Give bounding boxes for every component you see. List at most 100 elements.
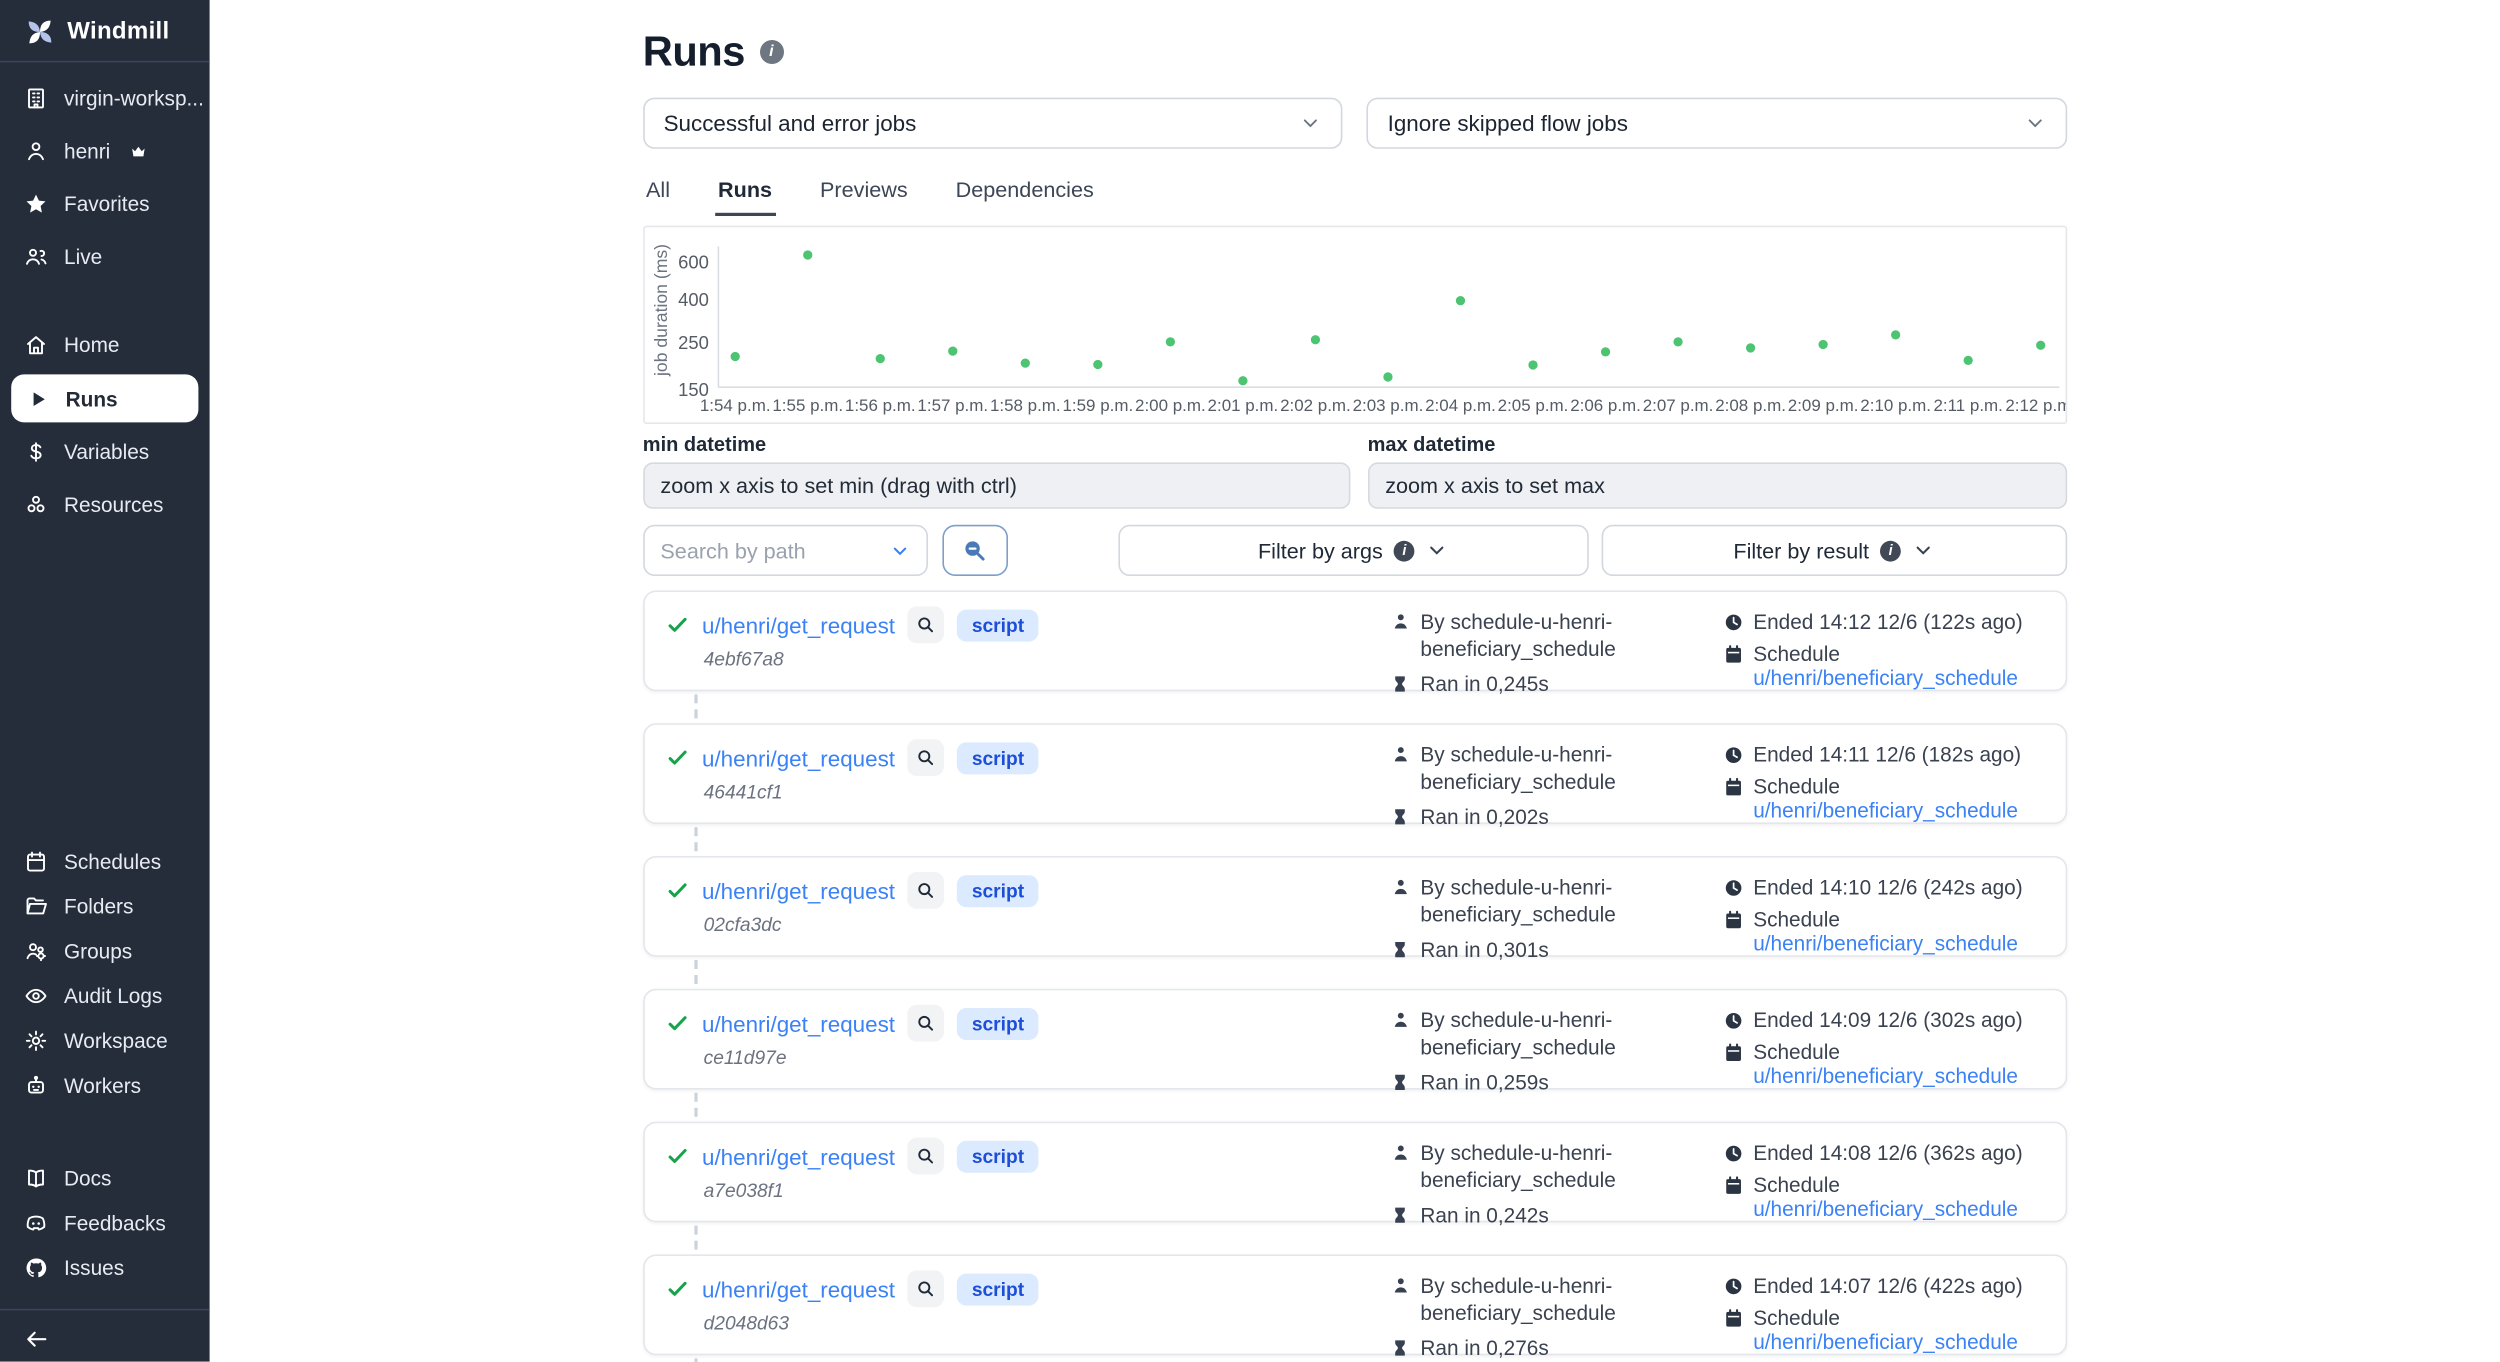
run-path-link[interactable]: u/henri/get_request: [702, 1143, 895, 1169]
min-datetime-input[interactable]: [643, 462, 1350, 508]
success-check-icon: [665, 1277, 689, 1301]
x-tick-label: 1:54 p.m.: [699, 396, 770, 415]
tab-all[interactable]: All: [643, 168, 673, 216]
chart-dot[interactable]: [1963, 356, 1972, 365]
tab-dependencies[interactable]: Dependencies: [952, 168, 1097, 216]
y-tick-label: 250: [678, 332, 709, 353]
sidebar-item-runs[interactable]: Runs: [11, 374, 198, 422]
chart-dot[interactable]: [1891, 330, 1900, 339]
run-ended-at: Ended 14:09 12/6 (302s ago): [1753, 1008, 2022, 1032]
chart-dot[interactable]: [1746, 343, 1755, 352]
sidebar-item-favorites[interactable]: Favorites: [0, 178, 210, 231]
run-id: 4ebf67a8: [704, 648, 1039, 670]
inspect-run-button[interactable]: [908, 1270, 945, 1307]
chart-dot[interactable]: [730, 352, 739, 361]
chart-dot[interactable]: [875, 354, 884, 363]
sidebar-item-label: Variables: [64, 440, 149, 464]
run-path-link[interactable]: u/henri/get_request: [702, 1010, 895, 1036]
run-schedule: Schedule u/henri/beneficiary_schedule: [1753, 1306, 2065, 1354]
sidebar-item-home[interactable]: Home: [0, 318, 210, 371]
run-duration: Ran in 0,202s: [1420, 804, 1548, 831]
sidebar-item-docs[interactable]: Docs: [0, 1155, 210, 1200]
sidebar-item-live[interactable]: Live: [0, 230, 210, 283]
run-path-link[interactable]: u/henri/get_request: [702, 878, 895, 904]
sidebar-item-workspace[interactable]: virgin-worksp...: [0, 72, 210, 125]
job-kind-select[interactable]: Successful and error jobs: [643, 98, 1343, 149]
schedule-link[interactable]: u/henri/beneficiary_schedule: [1753, 931, 2018, 955]
chart-dot[interactable]: [1673, 337, 1682, 346]
hourglass-icon: [1390, 1070, 1411, 1094]
chart-dot[interactable]: [948, 346, 957, 355]
chart-dot[interactable]: [1818, 340, 1827, 349]
calendar-icon: [1723, 774, 1744, 798]
runs-tabs: All Runs Previews Dependencies: [643, 168, 2067, 216]
chart-dot[interactable]: [1310, 335, 1319, 344]
person-icon: [1390, 610, 1411, 634]
sidebar-item-folders[interactable]: Folders: [0, 883, 210, 928]
job-kind-badge: script: [957, 1007, 1038, 1039]
skip-flow-select[interactable]: Ignore skipped flow jobs: [1367, 98, 2067, 149]
schedule-link[interactable]: u/henri/beneficiary_schedule: [1753, 666, 2018, 690]
chart-dot[interactable]: [1383, 372, 1392, 381]
calendar-icon: [1723, 1173, 1744, 1197]
sidebar-item-workspace-settings[interactable]: Workspace: [0, 1018, 210, 1063]
cubes-icon: [24, 493, 48, 517]
sidebar-item-resources[interactable]: Resources: [0, 478, 210, 531]
run-card: u/henri/get_requestscript46441cf1By sche…: [643, 723, 2067, 824]
chart-dot[interactable]: [1600, 347, 1609, 356]
tab-previews[interactable]: Previews: [817, 168, 911, 216]
sidebar-item-workers[interactable]: Workers: [0, 1062, 210, 1107]
inspect-run-button[interactable]: [908, 872, 945, 909]
chart-dot[interactable]: [1455, 296, 1464, 305]
chart-dot[interactable]: [2036, 341, 2045, 350]
sidebar-item-user[interactable]: henri: [0, 125, 210, 178]
run-card: u/henri/get_requestscripta7e038f1By sche…: [643, 1122, 2067, 1223]
play-icon: [26, 386, 50, 410]
chart-dot[interactable]: [1528, 360, 1537, 369]
inspect-run-button[interactable]: [908, 606, 945, 643]
run-path-link[interactable]: u/henri/get_request: [702, 612, 895, 638]
y-axis-label: job duration (ms): [651, 244, 671, 377]
schedule-link[interactable]: u/henri/beneficiary_schedule: [1753, 1064, 2018, 1088]
inspect-run-button[interactable]: [908, 739, 945, 776]
brand[interactable]: Windmill: [0, 0, 210, 48]
chart-dot[interactable]: [803, 250, 812, 259]
collapse-sidebar-button[interactable]: [0, 1310, 210, 1352]
schedule-link[interactable]: u/henri/beneficiary_schedule: [1753, 1330, 2018, 1354]
sidebar-item-label: Workspace: [64, 1028, 168, 1052]
sidebar-item-label: Issues: [64, 1255, 124, 1279]
filter-by-result-button[interactable]: Filter by result i: [1601, 525, 2067, 576]
search-button[interactable]: [942, 525, 1008, 576]
max-datetime-input[interactable]: [1368, 462, 2067, 508]
chart-dot[interactable]: [1238, 376, 1247, 385]
hourglass-icon: [1390, 672, 1411, 696]
sidebar-item-variables[interactable]: Variables: [0, 426, 210, 479]
success-check-icon: [665, 878, 689, 902]
info-icon[interactable]: i: [759, 40, 783, 64]
star-icon: [24, 192, 48, 216]
sidebar-item-schedules[interactable]: Schedules: [0, 838, 210, 883]
duration-chart[interactable]: job duration (ms)6004002501501:54 p.m.1:…: [643, 226, 2067, 424]
tab-runs[interactable]: Runs: [715, 168, 775, 216]
filter-by-args-button[interactable]: Filter by args i: [1118, 525, 1588, 576]
magnifier-icon: [916, 880, 937, 901]
chart-dot[interactable]: [1165, 337, 1174, 346]
sidebar-item-label: Home: [64, 333, 120, 357]
sidebar-item-feedbacks[interactable]: Feedbacks: [0, 1200, 210, 1245]
sidebar-item-audit-logs[interactable]: Audit Logs: [0, 973, 210, 1018]
chart-dot[interactable]: [1093, 360, 1102, 369]
sidebar-item-issues[interactable]: Issues: [0, 1245, 210, 1290]
schedule-link[interactable]: u/henri/beneficiary_schedule: [1753, 1197, 2018, 1221]
inspect-run-button[interactable]: [908, 1138, 945, 1175]
crown-icon: [129, 142, 147, 160]
building-icon: [24, 86, 48, 110]
sidebar-item-label: henri: [64, 139, 110, 163]
run-path-link[interactable]: u/henri/get_request: [702, 745, 895, 771]
run-triggered-by: By schedule-u-henri-beneficiary_schedule: [1420, 1008, 1729, 1062]
inspect-run-button[interactable]: [908, 1005, 945, 1042]
search-by-path-select[interactable]: Search by path: [643, 525, 928, 576]
chart-dot[interactable]: [1020, 358, 1029, 367]
sidebar-item-groups[interactable]: Groups: [0, 928, 210, 973]
schedule-link[interactable]: u/henri/beneficiary_schedule: [1753, 798, 2018, 822]
run-path-link[interactable]: u/henri/get_request: [702, 1276, 895, 1302]
